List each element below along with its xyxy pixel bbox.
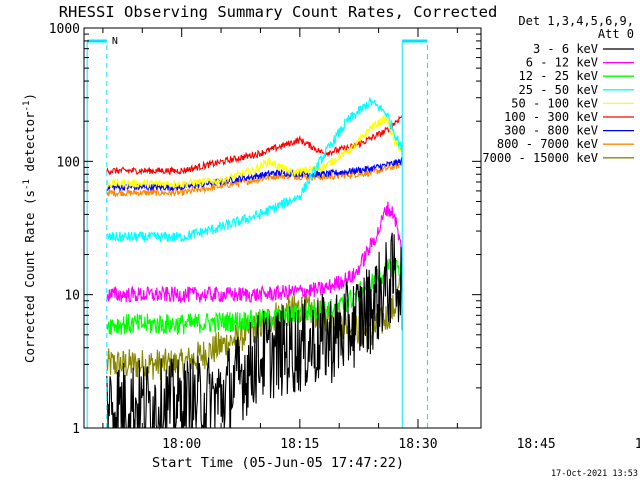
legend-label: 300 - 800 keV bbox=[504, 124, 598, 138]
detector-info-line-1: Det 1,3,4,5,6,9, bbox=[518, 14, 634, 28]
y-axis-label-end: ) bbox=[22, 93, 37, 101]
timestamp: 17-Oct-2021 13:53 bbox=[551, 469, 638, 479]
x-tick-label: 18:15 bbox=[280, 437, 319, 452]
y-axis: 1 10 100 1000 bbox=[49, 22, 481, 437]
legend-label: 3 - 6 keV bbox=[533, 42, 598, 56]
y-tick-label: 1000 bbox=[49, 22, 80, 37]
x-tick-label: 18:45 bbox=[517, 437, 556, 452]
legend-label: 25 - 50 keV bbox=[519, 83, 598, 97]
legend-label: 50 - 100 keV bbox=[511, 96, 598, 110]
series-line-100-300-keV bbox=[106, 115, 403, 176]
y-axis-label-mid: detector bbox=[22, 111, 37, 179]
y-axis-label-sup1: -1 bbox=[22, 179, 32, 190]
y-axis-label: Corrected Count Rate (s-1 detector-1) bbox=[22, 93, 37, 363]
y-axis-label-sup2: -1 bbox=[22, 101, 32, 112]
series-lines bbox=[106, 97, 403, 431]
x-tick-label: 18:30 bbox=[398, 437, 437, 452]
legend-label: 12 - 25 keV bbox=[519, 69, 598, 83]
series-line-6-12-keV bbox=[106, 201, 403, 303]
detector-info-line-2: Att 0 bbox=[598, 27, 634, 41]
x-tick-label: 19:00 bbox=[635, 437, 640, 452]
y-tick-label: 1 bbox=[72, 422, 80, 437]
legend-label: 7000 - 15000 keV bbox=[482, 151, 598, 165]
series-line-300-800-keV bbox=[106, 156, 403, 192]
y-axis-label-main: Corrected Count Rate (s bbox=[22, 190, 37, 363]
legend-label: 100 - 300 keV bbox=[504, 110, 598, 124]
y-tick-label: 100 bbox=[57, 155, 80, 170]
series-line-25-50-keV bbox=[106, 97, 403, 243]
plot-frame bbox=[83, 27, 482, 429]
y-tick-label: 10 bbox=[64, 289, 80, 304]
night-markers: N bbox=[86, 36, 428, 428]
x-axis-label: Start Time (05-Jun-05 17:47:22) bbox=[152, 455, 404, 471]
legend-label: 800 - 7000 keV bbox=[497, 137, 598, 151]
night-label: N bbox=[112, 36, 118, 47]
chart-title: RHESSI Observing Summary Count Rates, Co… bbox=[59, 3, 498, 21]
series-line-50-100-keV bbox=[106, 114, 403, 190]
series-line-3-6-keV bbox=[106, 232, 403, 431]
legend-label: 6 - 12 keV bbox=[526, 56, 598, 70]
series-line-800-7000-keV bbox=[106, 161, 403, 198]
x-tick-label: 18:00 bbox=[162, 437, 201, 452]
